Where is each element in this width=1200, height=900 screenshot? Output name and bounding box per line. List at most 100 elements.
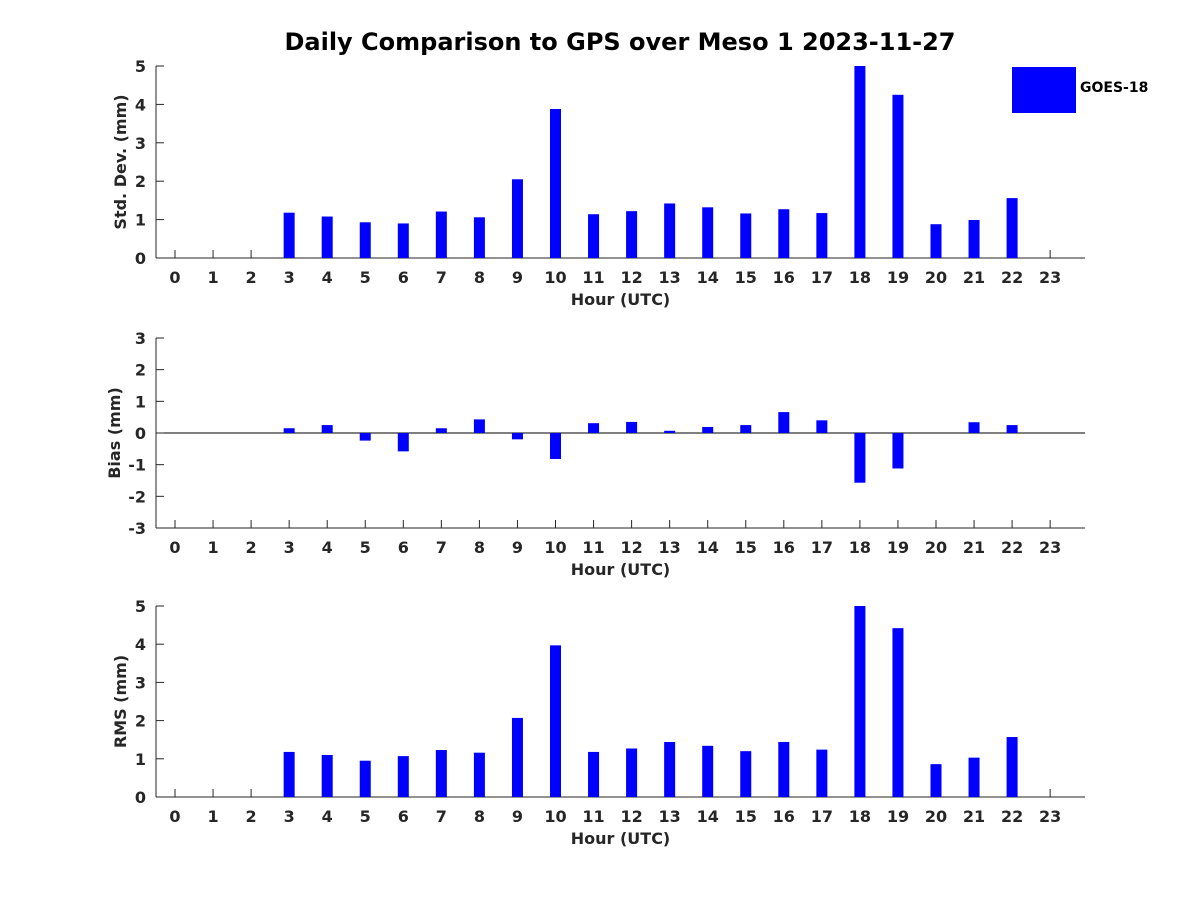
x-tick-label: 20: [925, 268, 947, 287]
y-axis-label: Bias (mm): [105, 387, 124, 479]
x-tick-label: 20: [925, 807, 947, 826]
y-tick-label: 4: [135, 95, 146, 114]
x-tick-label: 9: [512, 807, 523, 826]
bar-hour-22: [1006, 425, 1018, 433]
y-tick-label: 5: [135, 57, 146, 76]
y-tick-label: 2: [135, 712, 146, 731]
bar-hour-12: [626, 211, 638, 258]
bar-hour-22: [1006, 737, 1018, 797]
x-tick-label: 10: [544, 538, 566, 557]
bar-hour-4: [321, 425, 333, 433]
x-tick-label: 2: [246, 807, 257, 826]
x-tick-label: 16: [773, 807, 795, 826]
x-tick-label: 22: [1001, 807, 1023, 826]
x-tick-label: 20: [925, 538, 947, 557]
y-tick-label: 0: [135, 424, 146, 443]
bar-hour-13: [664, 203, 676, 258]
y-tick-label: 5: [135, 597, 146, 616]
y-tick-label: 0: [135, 788, 146, 807]
bar-hour-8: [473, 752, 485, 797]
x-tick-label: 21: [963, 538, 985, 557]
x-tick-label: 0: [169, 538, 180, 557]
bar-hour-21: [968, 757, 980, 797]
y-tick-label: 2: [135, 361, 146, 380]
y-tick-label: 1: [135, 750, 146, 769]
bar-hour-8: [473, 419, 485, 433]
bar-hour-6: [397, 433, 409, 452]
bar-hour-11: [588, 423, 600, 433]
x-tick-label: 13: [659, 538, 681, 557]
legend-swatch: [1012, 67, 1076, 113]
x-tick-label: 22: [1001, 538, 1023, 557]
x-tick-label: 13: [659, 807, 681, 826]
x-axis-label: Hour (UTC): [571, 829, 671, 848]
y-tick-label: 1: [135, 392, 146, 411]
x-axis-label: Hour (UTC): [571, 290, 671, 309]
x-tick-label: 21: [963, 268, 985, 287]
x-tick-label: 4: [322, 268, 333, 287]
bar-hour-19: [892, 628, 904, 797]
x-tick-label: 6: [398, 268, 409, 287]
x-tick-label: 3: [284, 538, 295, 557]
bar-hour-17: [816, 213, 828, 258]
bar-hour-16: [778, 741, 790, 797]
bar-hour-11: [588, 751, 600, 797]
x-tick-label: 10: [544, 268, 566, 287]
bar-hour-7: [435, 211, 447, 258]
x-tick-label: 8: [474, 807, 485, 826]
bar-hour-11: [588, 214, 600, 258]
bar-hour-9: [511, 717, 523, 797]
x-tick-label: 19: [887, 268, 909, 287]
x-tick-label: 22: [1001, 268, 1023, 287]
bar-hour-10: [550, 433, 561, 459]
y-tick-label: 4: [135, 635, 146, 654]
x-tick-label: 12: [620, 807, 642, 826]
y-axis-label: RMS (mm): [111, 655, 130, 748]
bar-hour-12: [626, 748, 638, 797]
x-tick-label: 6: [398, 807, 409, 826]
legend: [1011, 66, 1077, 114]
x-tick-label: 0: [169, 807, 180, 826]
bar-hour-4: [321, 216, 333, 258]
bar-hour-16: [778, 412, 790, 433]
x-tick-label: 23: [1039, 807, 1061, 826]
y-tick-label: -1: [128, 456, 146, 475]
bar-hour-16: [778, 209, 790, 258]
bar-hour-14: [702, 207, 714, 258]
bar-hour-7: [435, 428, 447, 433]
x-tick-label: 10: [544, 807, 566, 826]
x-tick-label: 11: [582, 268, 604, 287]
x-tick-label: 19: [887, 538, 909, 557]
x-tick-label: 17: [811, 268, 833, 287]
bar-hour-5: [359, 433, 371, 441]
x-tick-label: 19: [887, 807, 909, 826]
bar-hour-18: [854, 66, 866, 258]
bar-hour-14: [702, 745, 714, 797]
bar-hour-6: [397, 756, 409, 797]
x-tick-label: 12: [620, 538, 642, 557]
x-tick-label: 15: [735, 807, 757, 826]
x-tick-label: 17: [811, 538, 833, 557]
x-tick-label: 18: [849, 807, 871, 826]
x-tick-label: 5: [360, 268, 371, 287]
bar-hour-21: [968, 422, 980, 433]
bar-hour-20: [930, 224, 942, 258]
x-tick-label: 15: [735, 538, 757, 557]
x-tick-label: 18: [849, 538, 871, 557]
y-tick-label: -2: [128, 487, 146, 506]
y-tick-label: 2: [135, 172, 146, 191]
x-tick-label: 9: [512, 538, 523, 557]
x-tick-label: 1: [207, 538, 218, 557]
x-tick-label: 13: [659, 268, 681, 287]
x-tick-label: 8: [474, 538, 485, 557]
bar-hour-15: [740, 751, 752, 797]
y-tick-label: 0: [135, 249, 146, 268]
y-tick-label: 3: [135, 134, 146, 153]
x-tick-label: 12: [620, 268, 642, 287]
bar-hour-9: [511, 179, 523, 258]
x-tick-label: 17: [811, 807, 833, 826]
bar-hour-15: [740, 213, 752, 258]
